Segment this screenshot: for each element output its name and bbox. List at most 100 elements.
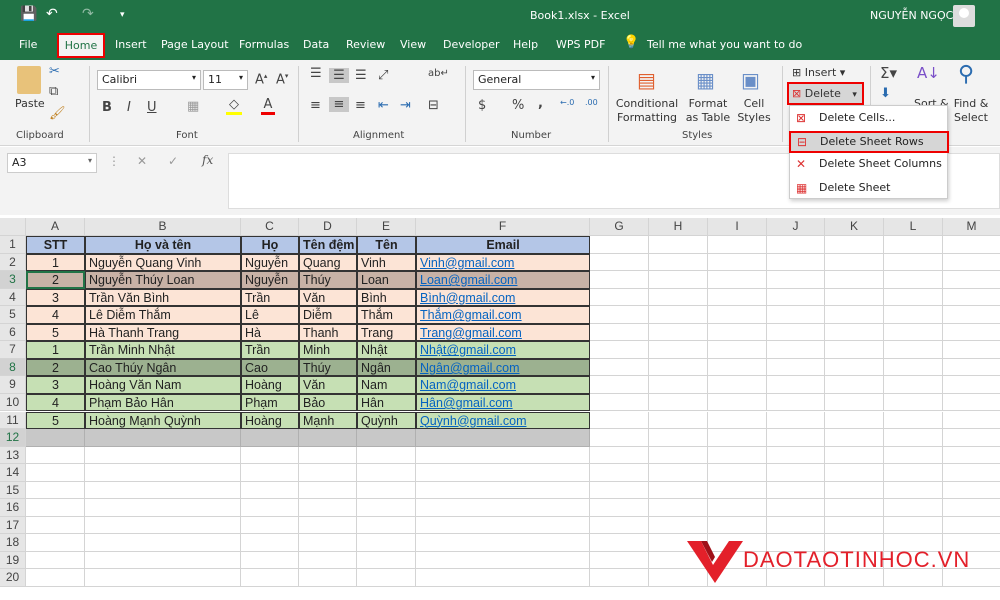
tab-developer[interactable]: Developer xyxy=(443,38,500,51)
table-cell[interactable]: Bảo xyxy=(299,393,357,412)
cell-L6[interactable] xyxy=(884,323,943,342)
table-cell[interactable]: Văn xyxy=(299,288,357,307)
cell-K10[interactable] xyxy=(825,393,884,412)
email-link[interactable]: Bình@gmail.com xyxy=(420,290,516,305)
cell-A16[interactable] xyxy=(26,499,85,517)
align-center-icon[interactable]: ≡ xyxy=(329,97,349,112)
cell-M10[interactable] xyxy=(943,394,1000,412)
cell-K13[interactable] xyxy=(825,446,884,465)
table-cell[interactable]: Hoàng xyxy=(241,376,299,394)
cell-G12[interactable] xyxy=(590,429,649,447)
cell-H17[interactable] xyxy=(649,516,708,535)
table-header-cell[interactable]: Email xyxy=(416,236,590,254)
table-cell[interactable]: Trần Văn Bình xyxy=(85,288,241,307)
cell-J12[interactable] xyxy=(767,429,825,447)
cell-L15[interactable] xyxy=(884,481,943,500)
row-header-12[interactable]: 12 xyxy=(0,429,26,447)
increase-font-icon[interactable]: A▴ xyxy=(255,72,268,88)
spreadsheet-grid[interactable]: A B C D E F G H I J K L M 1 STT Họ và tên Họ Tên đệm Tên Em… xyxy=(0,218,1000,600)
tab-review[interactable]: Review xyxy=(346,38,386,51)
cell-G16[interactable] xyxy=(590,499,649,517)
cell-L16[interactable] xyxy=(884,499,943,517)
table-cell[interactable]: Lê Diễm Thắm xyxy=(85,306,241,324)
cell-J4[interactable] xyxy=(767,288,825,307)
cell-G5[interactable] xyxy=(590,306,649,324)
cell-I19[interactable] xyxy=(708,551,767,570)
cell-E15[interactable] xyxy=(357,481,416,500)
tab-help[interactable]: Help xyxy=(513,38,539,51)
cell-D17[interactable] xyxy=(299,516,357,535)
fill-icon[interactable]: ⬇ xyxy=(880,86,891,101)
increase-decimal-icon[interactable]: ←.0 xyxy=(560,98,575,107)
cell-I18[interactable] xyxy=(708,534,767,552)
cell-M2[interactable] xyxy=(943,254,1000,272)
cell-K1[interactable] xyxy=(825,236,884,254)
column-header-D[interactable]: D xyxy=(299,218,357,236)
email-link[interactable]: Nam@gmail.com xyxy=(420,378,517,393)
delete-cells-button[interactable]: ⊠ Delete ▾ xyxy=(787,82,864,105)
table-cell[interactable]: Hà Thanh Trang xyxy=(85,323,241,342)
cell-K18[interactable] xyxy=(825,534,884,552)
cell-M9[interactable] xyxy=(943,376,1000,394)
column-header-F[interactable]: F xyxy=(416,218,590,236)
fill-color-icon[interactable]: ◇ xyxy=(226,97,242,115)
cell-K14[interactable] xyxy=(825,464,884,482)
cell-C17[interactable] xyxy=(241,516,299,535)
cell-A12[interactable] xyxy=(26,429,85,447)
column-header-A[interactable]: A xyxy=(26,218,85,236)
table-cell[interactable]: 1 xyxy=(26,253,85,272)
copy-icon[interactable]: ⧉ xyxy=(49,84,59,99)
column-header-E[interactable]: E xyxy=(357,218,416,236)
cell-L17[interactable] xyxy=(884,516,943,535)
cell-M20[interactable] xyxy=(943,569,1000,587)
table-cell[interactable]: Quỳnh@gmail.com xyxy=(416,411,590,430)
cell-I2[interactable] xyxy=(708,253,767,272)
email-link[interactable]: Quỳnh@gmail.com xyxy=(420,413,527,428)
row-header-16[interactable]: 16 xyxy=(0,499,26,517)
cell-E20[interactable] xyxy=(357,569,416,587)
redo-icon[interactable]: ↷ xyxy=(82,6,94,22)
table-cell[interactable]: Nhật xyxy=(357,341,416,359)
table-cell[interactable]: Trần xyxy=(241,288,299,307)
cell-J14[interactable] xyxy=(767,464,825,482)
column-header-H[interactable]: H xyxy=(649,218,708,236)
table-cell[interactable]: Nguyễn Thúy Loan xyxy=(85,271,241,289)
cell-J19[interactable] xyxy=(767,551,825,570)
cell-I20[interactable] xyxy=(708,569,767,587)
tab-wps-pdf[interactable]: WPS PDF xyxy=(556,38,606,51)
cell-B15[interactable] xyxy=(85,481,241,500)
font-color-icon[interactable]: A xyxy=(261,97,275,115)
orientation-icon[interactable]: ⤢ xyxy=(378,68,389,83)
cell-L20[interactable] xyxy=(884,569,943,587)
customize-toolbar-icon[interactable]: ▾ xyxy=(120,10,125,20)
decrease-indent-icon[interactable]: ⇤ xyxy=(378,98,389,113)
cell-F19[interactable] xyxy=(416,551,590,570)
cell-K17[interactable] xyxy=(825,516,884,535)
cell-J1[interactable] xyxy=(767,236,825,254)
middle-align-icon[interactable]: ☰ xyxy=(329,68,349,83)
cell-G6[interactable] xyxy=(590,323,649,342)
cell-F18[interactable] xyxy=(416,534,590,552)
table-cell[interactable]: Cao Thúy Ngân xyxy=(85,358,241,377)
cell-K11[interactable] xyxy=(825,411,884,430)
cell-H13[interactable] xyxy=(649,446,708,465)
cell-E16[interactable] xyxy=(357,499,416,517)
cell-G9[interactable] xyxy=(590,376,649,394)
tab-page-layout[interactable]: Page Layout xyxy=(161,38,229,51)
cell-C18[interactable] xyxy=(241,534,299,552)
cell-M8[interactable] xyxy=(943,359,1000,377)
cell-K3[interactable] xyxy=(825,271,884,289)
table-cell[interactable]: Thanh xyxy=(299,323,357,342)
cell-G20[interactable] xyxy=(590,569,649,587)
cell-E18[interactable] xyxy=(357,534,416,552)
row-header-18[interactable]: 18 xyxy=(0,534,26,552)
borders-icon[interactable]: ▦ xyxy=(187,99,200,114)
table-cell[interactable]: Ngân@gmail.com xyxy=(416,358,590,377)
cell-I11[interactable] xyxy=(708,411,767,430)
table-cell[interactable]: Thắm@gmail.com xyxy=(416,306,590,324)
table-header-cell[interactable]: Họ và tên xyxy=(85,236,241,254)
cell-A14[interactable] xyxy=(26,464,85,482)
cell-H5[interactable] xyxy=(649,306,708,324)
cell-J9[interactable] xyxy=(767,376,825,394)
cell-I4[interactable] xyxy=(708,288,767,307)
